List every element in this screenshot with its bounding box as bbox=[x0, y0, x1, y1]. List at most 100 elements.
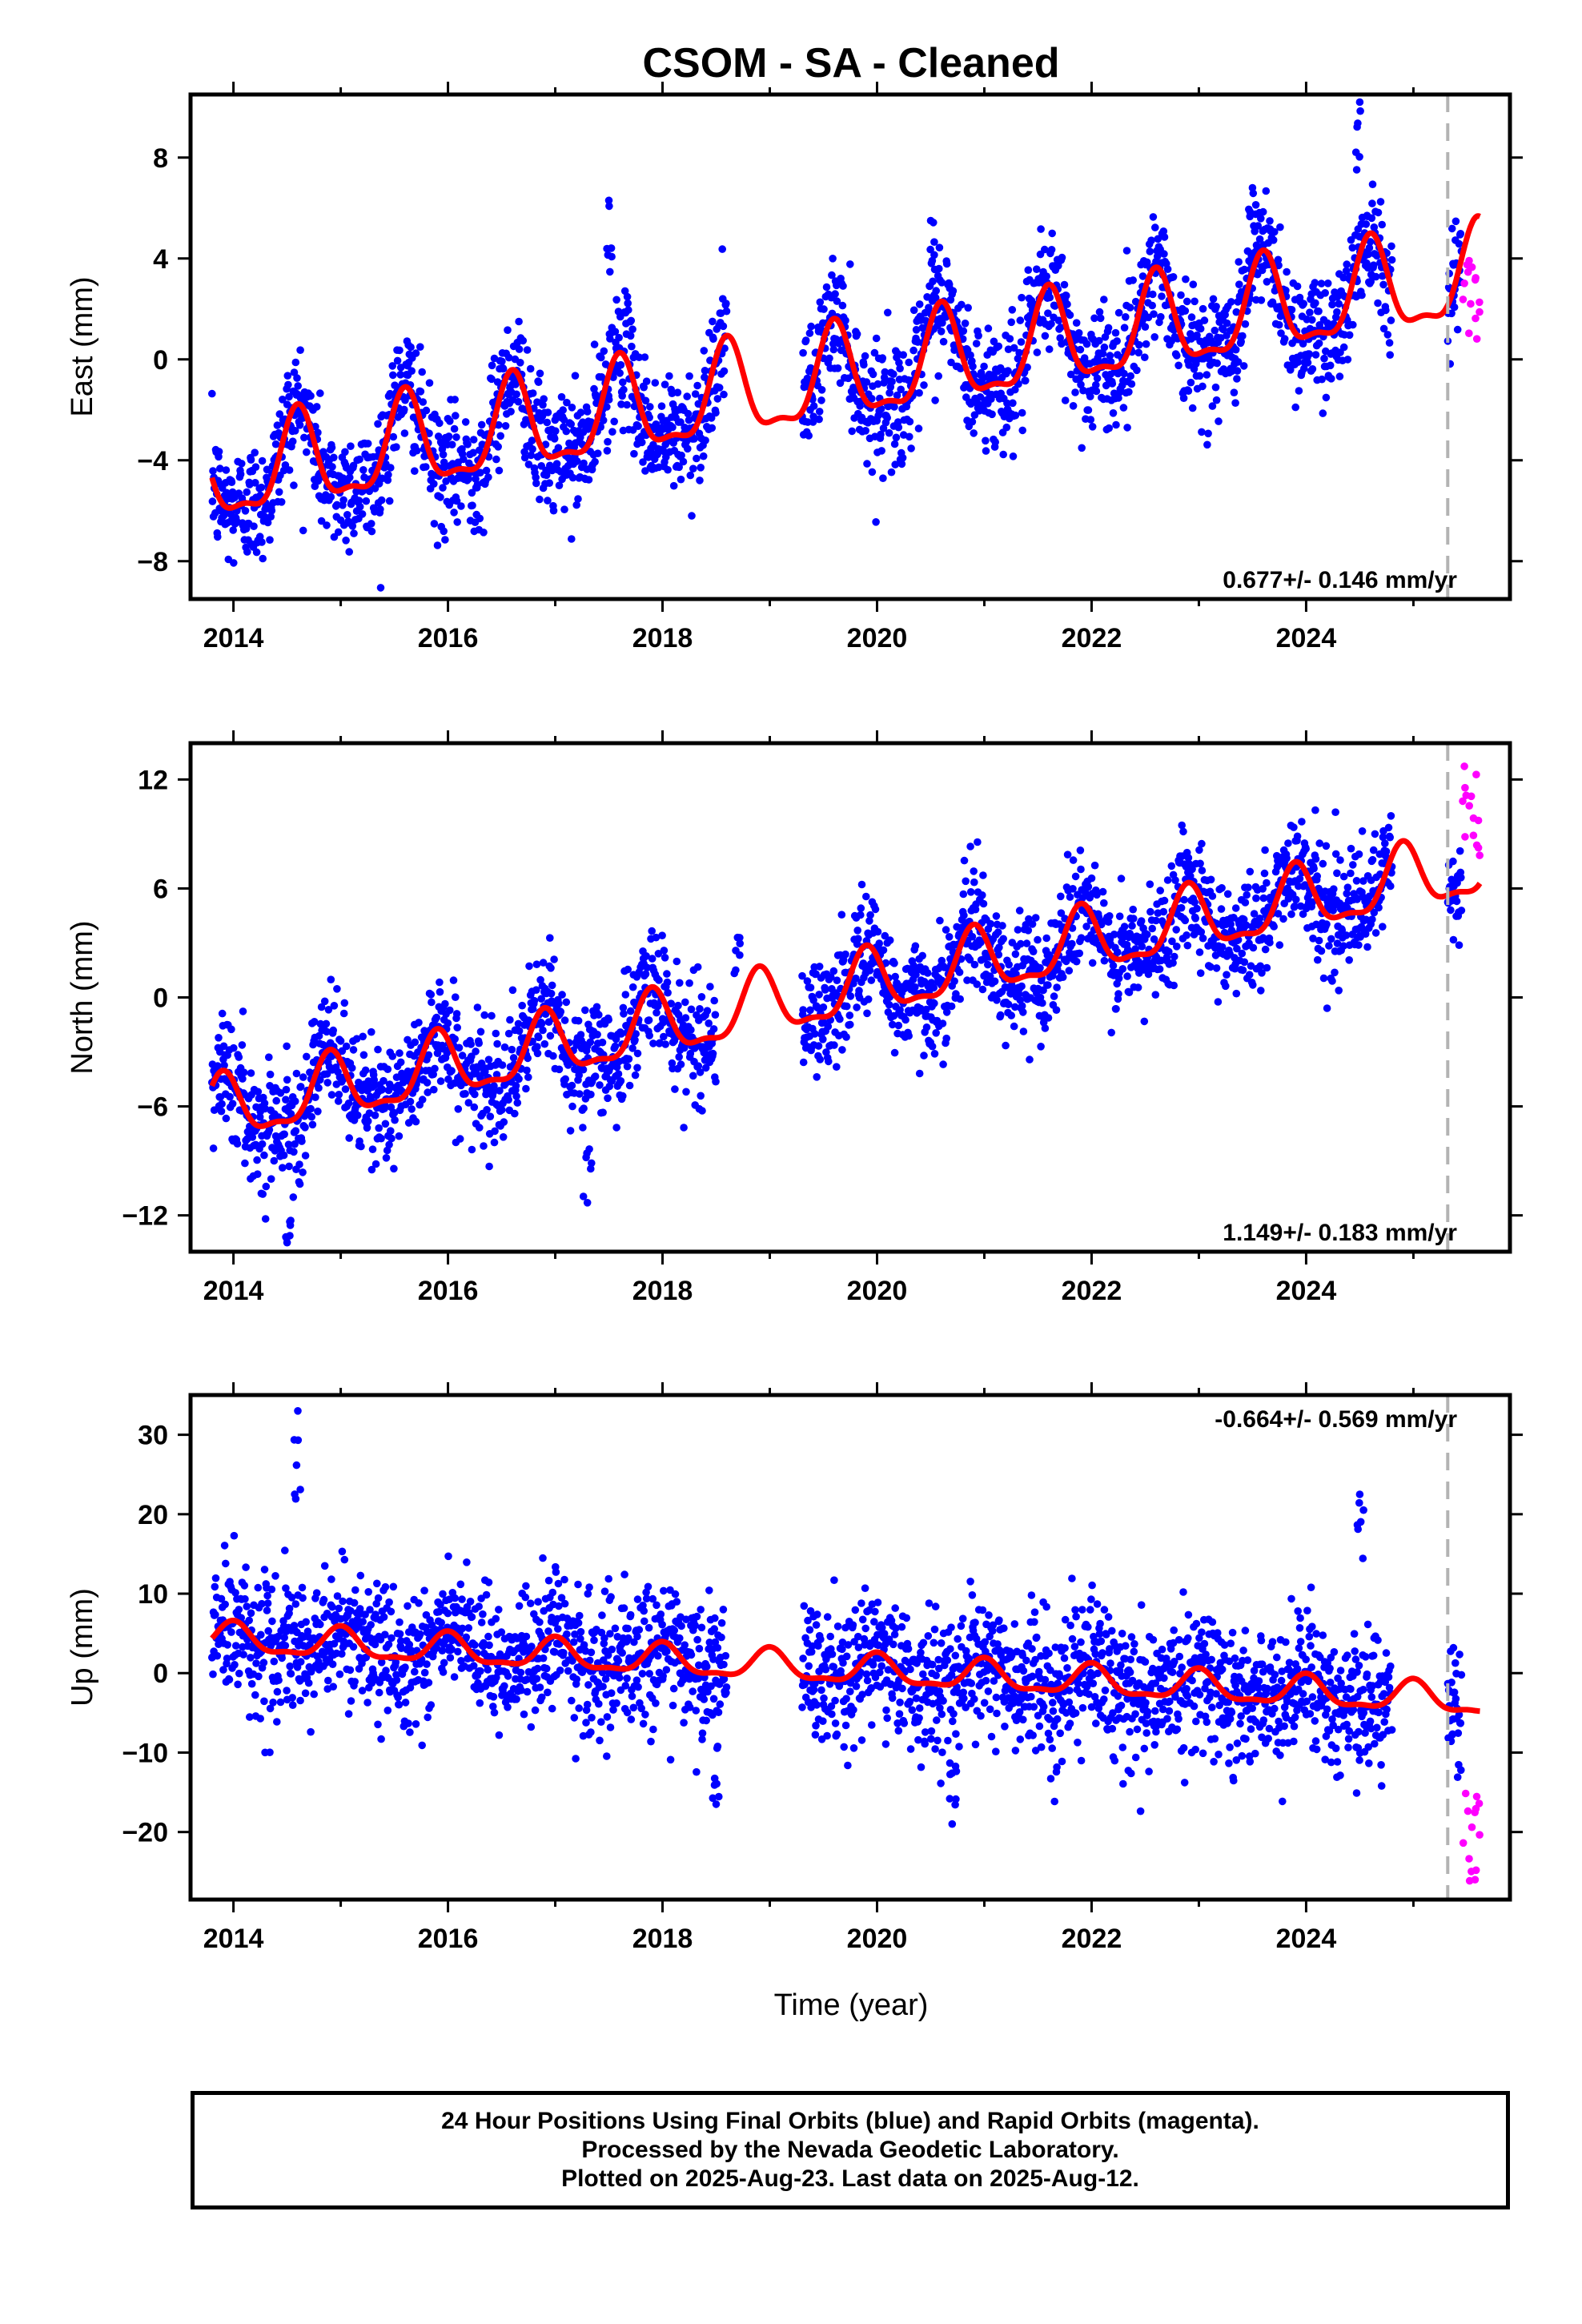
east-point bbox=[1106, 352, 1114, 360]
east-point bbox=[469, 436, 478, 444]
east-point bbox=[573, 457, 581, 465]
north-point bbox=[1072, 957, 1081, 966]
east-point bbox=[685, 372, 693, 380]
north-point bbox=[455, 1043, 464, 1052]
east-point bbox=[820, 305, 828, 313]
east-point bbox=[243, 488, 251, 497]
east-point bbox=[251, 448, 259, 456]
north-point bbox=[1130, 915, 1138, 923]
north-point bbox=[890, 1048, 899, 1057]
east-point bbox=[1364, 250, 1372, 259]
north-point bbox=[1090, 861, 1099, 870]
north-point bbox=[1323, 920, 1331, 928]
north-point bbox=[1041, 1024, 1050, 1032]
north-point bbox=[624, 965, 632, 974]
north-point bbox=[418, 1096, 427, 1104]
north-point bbox=[415, 1019, 423, 1027]
east-point bbox=[1150, 310, 1158, 319]
north-point bbox=[955, 930, 963, 939]
north-point bbox=[681, 1014, 690, 1022]
north-point bbox=[560, 1016, 569, 1024]
east-rapid-orbit-points bbox=[1459, 256, 1484, 344]
east-point bbox=[1187, 313, 1196, 321]
north-point bbox=[1301, 881, 1309, 889]
east-point bbox=[1308, 316, 1316, 324]
east-point bbox=[1323, 279, 1332, 287]
north-point bbox=[1129, 905, 1137, 914]
north-point bbox=[493, 1039, 501, 1048]
east-point bbox=[805, 432, 813, 440]
up-point bbox=[211, 1582, 219, 1591]
north-point bbox=[209, 1144, 218, 1152]
north-point bbox=[1171, 876, 1179, 884]
north-point bbox=[947, 1002, 956, 1011]
east-point bbox=[236, 470, 245, 478]
east-point bbox=[999, 450, 1007, 459]
up-point bbox=[223, 1655, 231, 1663]
east-point bbox=[316, 389, 324, 397]
east-point bbox=[492, 455, 500, 464]
up-point bbox=[221, 1600, 230, 1609]
east-point bbox=[1383, 331, 1392, 339]
north-outlier-point bbox=[588, 1159, 596, 1168]
north-point bbox=[267, 1175, 275, 1183]
east-outlier-point bbox=[1353, 123, 1361, 131]
north-point bbox=[814, 1042, 823, 1050]
east-point bbox=[961, 320, 970, 328]
east-point bbox=[1023, 363, 1031, 372]
east-point bbox=[439, 484, 447, 492]
north-point bbox=[905, 1031, 913, 1040]
north-point bbox=[942, 1008, 951, 1016]
east-point bbox=[628, 342, 636, 351]
east-outlier-point bbox=[1351, 148, 1360, 156]
north-point bbox=[491, 1127, 499, 1136]
east-point bbox=[583, 408, 592, 416]
east-point bbox=[661, 380, 669, 389]
east-point bbox=[341, 448, 349, 456]
east-point bbox=[209, 467, 217, 475]
east-point bbox=[1362, 220, 1371, 228]
east-point bbox=[982, 447, 990, 455]
north-point bbox=[1084, 883, 1093, 891]
north-point bbox=[1186, 872, 1195, 880]
east-x-tick-label: 2020 bbox=[847, 623, 908, 653]
east-point bbox=[684, 444, 692, 453]
east-point bbox=[1368, 199, 1376, 207]
north-point bbox=[470, 1103, 479, 1112]
east-point bbox=[1447, 309, 1456, 318]
north-point bbox=[885, 1000, 893, 1009]
north-point bbox=[1110, 931, 1118, 939]
north-point bbox=[863, 1009, 871, 1018]
east-outlier-point bbox=[604, 251, 612, 259]
north-point bbox=[631, 1071, 640, 1080]
east-point bbox=[883, 414, 891, 422]
east-outlier-point bbox=[1356, 107, 1364, 115]
east-point bbox=[568, 535, 576, 543]
north-point bbox=[1112, 1005, 1120, 1013]
east-point bbox=[496, 432, 504, 440]
north-point bbox=[661, 1040, 669, 1048]
east-point bbox=[251, 463, 260, 471]
east-point bbox=[1349, 320, 1357, 329]
north-point bbox=[1322, 842, 1331, 850]
east-point bbox=[452, 497, 461, 505]
east-point bbox=[1147, 236, 1155, 245]
east-point bbox=[935, 243, 944, 252]
east-rapid-point bbox=[1465, 329, 1473, 338]
north-point bbox=[978, 891, 986, 899]
east-point bbox=[988, 410, 996, 419]
north-point bbox=[586, 1038, 595, 1047]
north-point bbox=[1223, 890, 1232, 899]
east-point bbox=[1204, 429, 1212, 438]
east-rapid-point bbox=[1464, 267, 1472, 276]
north-point bbox=[1232, 989, 1241, 998]
east-point bbox=[229, 526, 238, 534]
north-point bbox=[306, 1068, 314, 1076]
north-point bbox=[1191, 915, 1199, 923]
north-point bbox=[411, 1038, 420, 1047]
east-point bbox=[1311, 299, 1319, 308]
east-point bbox=[241, 507, 250, 515]
north-point bbox=[1024, 927, 1033, 935]
north-x-tick-label: 2016 bbox=[418, 1276, 479, 1306]
north-point bbox=[423, 1079, 432, 1087]
